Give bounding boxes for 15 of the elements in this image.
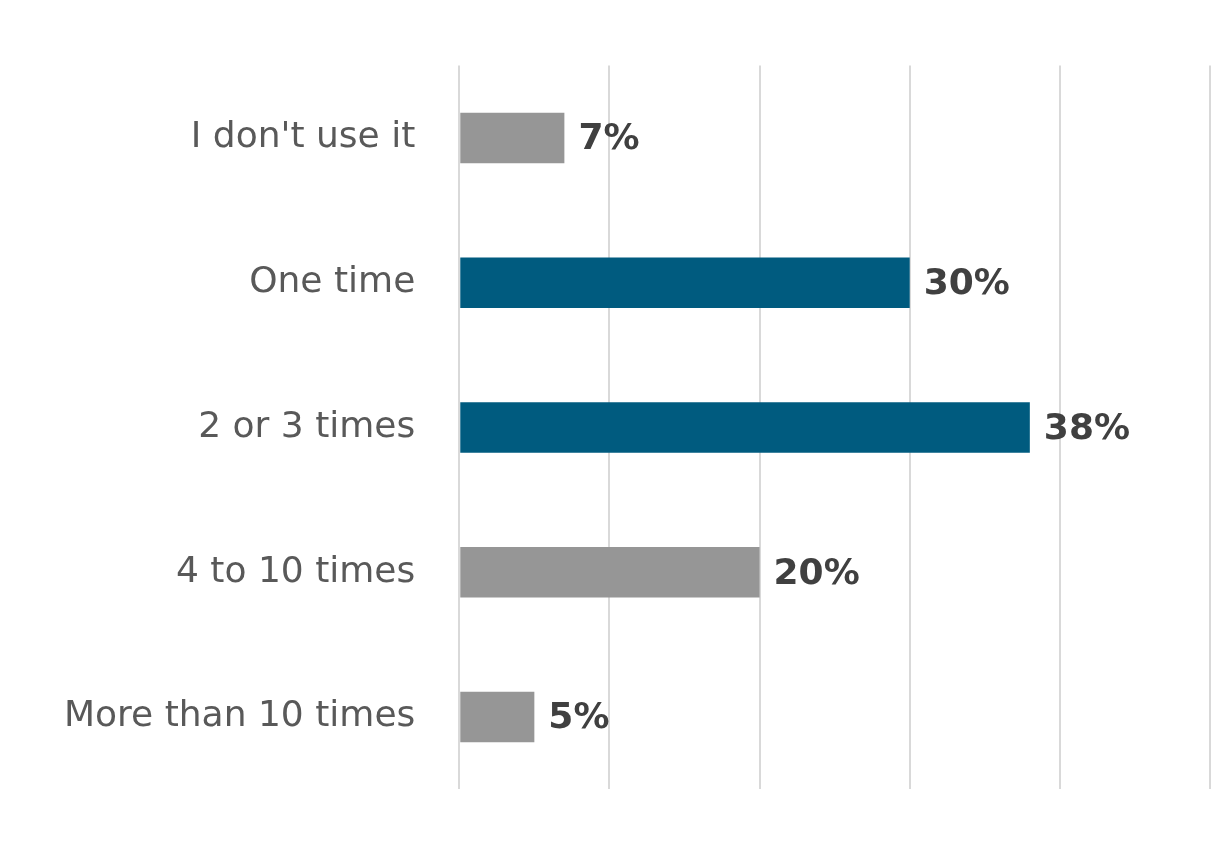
y-tick-label: 4 to 10 times [176, 548, 416, 590]
data-label: 30% [923, 261, 1010, 303]
y-tick-label: I don't use it [190, 114, 416, 156]
y-tick-label: More than 10 times [64, 693, 416, 735]
data-label: 38% [1043, 405, 1130, 447]
data-label: 5% [548, 695, 610, 737]
bar [460, 691, 535, 743]
y-tick-label: One time [249, 259, 416, 301]
bar [460, 257, 910, 309]
bar [460, 546, 760, 598]
data-label: 7% [578, 116, 640, 158]
data-label: 20% [773, 550, 860, 592]
bar [460, 112, 565, 164]
bar [460, 402, 1030, 453]
y-tick-label: 2 or 3 times [198, 403, 416, 445]
